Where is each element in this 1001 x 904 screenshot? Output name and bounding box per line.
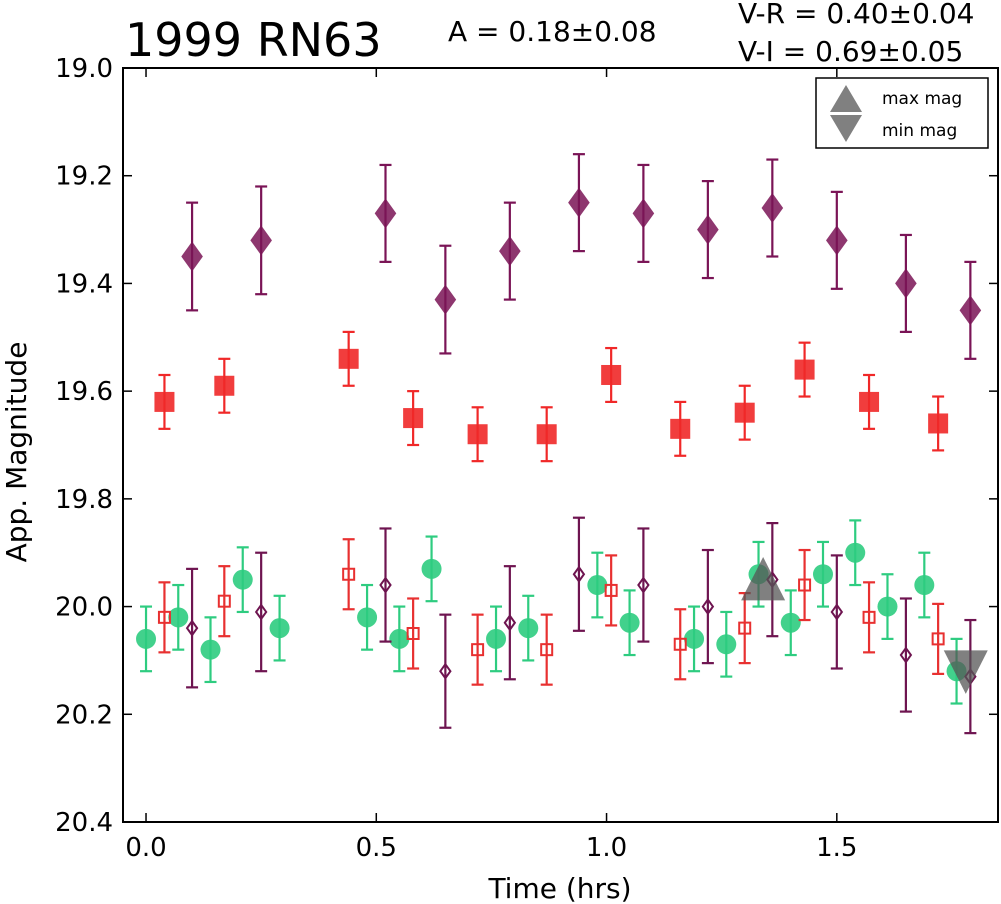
data-point-circle bbox=[200, 639, 221, 660]
data-point-open-square bbox=[217, 594, 231, 608]
data-point-circle bbox=[619, 612, 640, 633]
data-point-circle bbox=[877, 596, 898, 617]
data-point-open-square bbox=[540, 643, 554, 657]
data-point-diamond bbox=[181, 241, 203, 272]
legend-label-min-mag: min mag bbox=[882, 121, 957, 141]
data-point-open-square bbox=[604, 583, 618, 597]
y-tick-label: 19.2 bbox=[55, 162, 113, 192]
min-mag-legend-icon bbox=[830, 115, 862, 142]
x-axis-label: Time (hrs) bbox=[487, 872, 631, 904]
data-point-circle bbox=[269, 618, 290, 639]
axis-ticks: 0.0 0.5 1.0 1.5 19.0 19.2 19.4 19.6 19.8 20.0 20.2… bbox=[55, 54, 998, 863]
data-point-open-diamond bbox=[830, 603, 844, 621]
series-diamond-filled bbox=[181, 153, 982, 360]
data-point-open-diamond bbox=[185, 619, 199, 637]
data-point-diamond bbox=[697, 214, 719, 245]
data-point-circle bbox=[357, 607, 378, 628]
y-tick-label: 19.6 bbox=[55, 377, 113, 407]
data-point-diamond bbox=[250, 225, 272, 256]
data-point-circle bbox=[232, 569, 253, 590]
plot-frame bbox=[122, 67, 999, 823]
data-point-diamond bbox=[632, 198, 655, 229]
data-point-circle bbox=[845, 542, 866, 563]
data-point-circle bbox=[587, 575, 608, 596]
v-i-annotation: V-I = 0.69±0.05 bbox=[738, 35, 963, 68]
data-point-circle bbox=[136, 628, 157, 649]
data-point-circle bbox=[813, 564, 833, 585]
data-point-square bbox=[467, 424, 488, 445]
data-point-square bbox=[536, 424, 557, 445]
data-point-circle bbox=[780, 612, 801, 633]
extrema-markers bbox=[741, 557, 988, 694]
series-square-open bbox=[157, 538, 945, 686]
data-point-open-square bbox=[673, 637, 687, 651]
y-tick-label: 19.8 bbox=[55, 485, 113, 515]
data-point-diamond bbox=[568, 187, 590, 218]
data-point-open-square bbox=[862, 610, 876, 624]
data-point-open-diamond bbox=[572, 565, 586, 583]
data-point-circle bbox=[486, 628, 507, 649]
data-point-circle bbox=[716, 634, 737, 655]
data-point-open-diamond bbox=[701, 597, 715, 616]
data-point-open-square bbox=[406, 627, 420, 640]
v-r-annotation: V-R = 0.40±0.04 bbox=[738, 0, 974, 30]
data-point-open-diamond bbox=[637, 576, 650, 594]
data-point-circle bbox=[389, 628, 410, 649]
data-point-diamond bbox=[434, 284, 457, 315]
data-point-square bbox=[928, 413, 949, 434]
x-tick-label: 0.0 bbox=[125, 833, 166, 863]
data-point-open-square bbox=[738, 621, 752, 635]
x-tick-label: 1.0 bbox=[586, 833, 627, 863]
data-point-diamond bbox=[959, 295, 982, 326]
amplitude-annotation: A = 0.18±0.08 bbox=[448, 15, 657, 48]
data-marks bbox=[136, 153, 988, 735]
data-point-square bbox=[403, 408, 424, 429]
data-point-square bbox=[670, 418, 691, 439]
data-point-open-diamond bbox=[899, 646, 913, 664]
data-point-circle bbox=[518, 618, 539, 639]
y-tick-label: 20.4 bbox=[55, 808, 113, 838]
y-tick-label: 19.4 bbox=[55, 269, 113, 299]
data-point-circle bbox=[168, 607, 189, 628]
data-point-open-square bbox=[471, 643, 485, 657]
data-point-open-square bbox=[798, 578, 812, 592]
y-axis-label: App. Magnitude bbox=[0, 342, 33, 563]
legend: max mag min mag bbox=[815, 77, 989, 149]
max-mag-marker bbox=[741, 557, 786, 601]
data-point-square bbox=[338, 348, 359, 369]
data-point-diamond bbox=[895, 268, 917, 299]
data-point-square bbox=[794, 359, 815, 380]
data-point-open-diamond bbox=[379, 576, 392, 594]
series-square-filled bbox=[154, 330, 949, 463]
y-tick-label: 20.2 bbox=[55, 700, 113, 730]
data-point-square bbox=[859, 391, 880, 412]
data-point-open-diamond bbox=[503, 614, 517, 632]
y-tick-label: 19.0 bbox=[55, 54, 113, 84]
data-point-square bbox=[601, 364, 622, 385]
data-point-open-diamond bbox=[254, 603, 268, 621]
data-point-square bbox=[734, 402, 755, 423]
x-tick-label: 0.5 bbox=[356, 833, 397, 863]
legend-label-max-mag: max mag bbox=[882, 89, 962, 109]
series-diamond-open bbox=[185, 516, 977, 735]
data-point-square bbox=[154, 391, 175, 412]
data-point-square bbox=[214, 375, 235, 396]
y-tick-label: 20.0 bbox=[55, 593, 113, 623]
data-point-circle bbox=[914, 575, 935, 596]
data-point-circle bbox=[421, 558, 442, 579]
data-point-diamond bbox=[761, 193, 784, 224]
max-mag-legend-icon bbox=[830, 85, 862, 112]
data-point-open-square bbox=[157, 610, 171, 624]
data-point-open-square bbox=[342, 567, 356, 581]
chart-title: 1999 RN63 bbox=[125, 13, 382, 67]
data-point-diamond bbox=[826, 225, 848, 256]
data-point-circle bbox=[684, 628, 705, 649]
min-mag-marker bbox=[943, 650, 988, 694]
data-point-diamond bbox=[374, 198, 397, 229]
data-point-diamond bbox=[499, 236, 521, 267]
data-point-open-square bbox=[931, 632, 945, 646]
x-tick-label: 1.5 bbox=[816, 833, 857, 863]
data-point-open-diamond bbox=[439, 662, 452, 680]
